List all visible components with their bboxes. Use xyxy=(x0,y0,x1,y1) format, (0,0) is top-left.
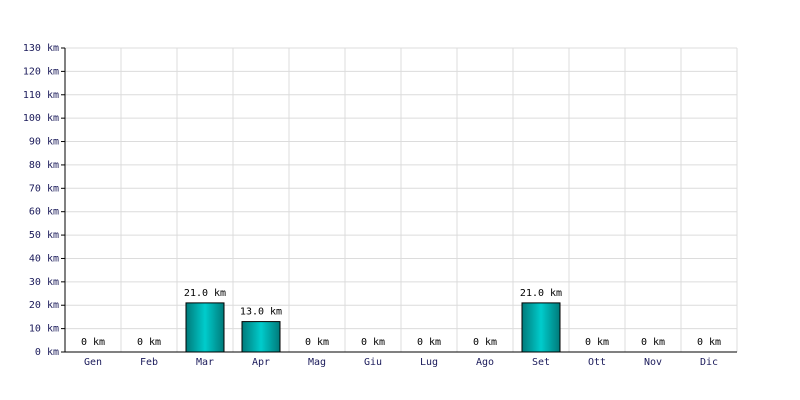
y-tick-label: 80 km xyxy=(29,160,59,171)
value-label: 0 km xyxy=(361,337,385,348)
x-tick-label: Dic xyxy=(700,357,718,368)
value-label: 13.0 km xyxy=(240,307,282,318)
y-tick-label: 110 km xyxy=(23,90,59,101)
y-tick-label: 90 km xyxy=(29,137,59,148)
y-tick-label: 30 km xyxy=(29,277,59,288)
x-tick-label: Set xyxy=(532,357,550,368)
bar xyxy=(521,302,561,353)
value-label: 0 km xyxy=(305,337,329,348)
value-label: 21.0 km xyxy=(520,288,562,299)
bar xyxy=(241,321,281,353)
value-label: 0 km xyxy=(417,337,441,348)
y-tick-label: 60 km xyxy=(29,207,59,218)
y-tick-label: 70 km xyxy=(29,183,59,194)
x-tick-label: Apr xyxy=(252,357,270,368)
x-tick-label: Giu xyxy=(364,357,382,368)
y-tick-label: 120 km xyxy=(23,66,59,77)
value-label: 21.0 km xyxy=(184,288,226,299)
y-tick-label: 50 km xyxy=(29,230,59,241)
x-tick-label: Ago xyxy=(476,357,494,368)
x-tick-label: Lug xyxy=(420,357,438,368)
y-tick-label: 40 km xyxy=(29,253,59,264)
x-tick-label: Feb xyxy=(140,357,158,368)
value-label: 0 km xyxy=(641,337,665,348)
value-label: 0 km xyxy=(585,337,609,348)
bar xyxy=(185,302,225,353)
x-tick-label: Nov xyxy=(644,357,662,368)
value-label: 0 km xyxy=(473,337,497,348)
y-tick-label: 130 km xyxy=(23,43,59,54)
value-label: 0 km xyxy=(137,337,161,348)
y-tick-label: 10 km xyxy=(29,324,59,335)
y-tick-label: 0 km xyxy=(35,347,59,358)
x-tick-label: Mar xyxy=(196,357,214,368)
x-tick-label: Ott xyxy=(588,357,606,368)
value-label: 0 km xyxy=(697,337,721,348)
x-tick-label: Mag xyxy=(308,357,326,368)
y-tick-label: 20 km xyxy=(29,300,59,311)
y-tick-label: 100 km xyxy=(23,113,59,124)
value-label: 0 km xyxy=(81,337,105,348)
x-tick-label: Gen xyxy=(84,357,102,368)
